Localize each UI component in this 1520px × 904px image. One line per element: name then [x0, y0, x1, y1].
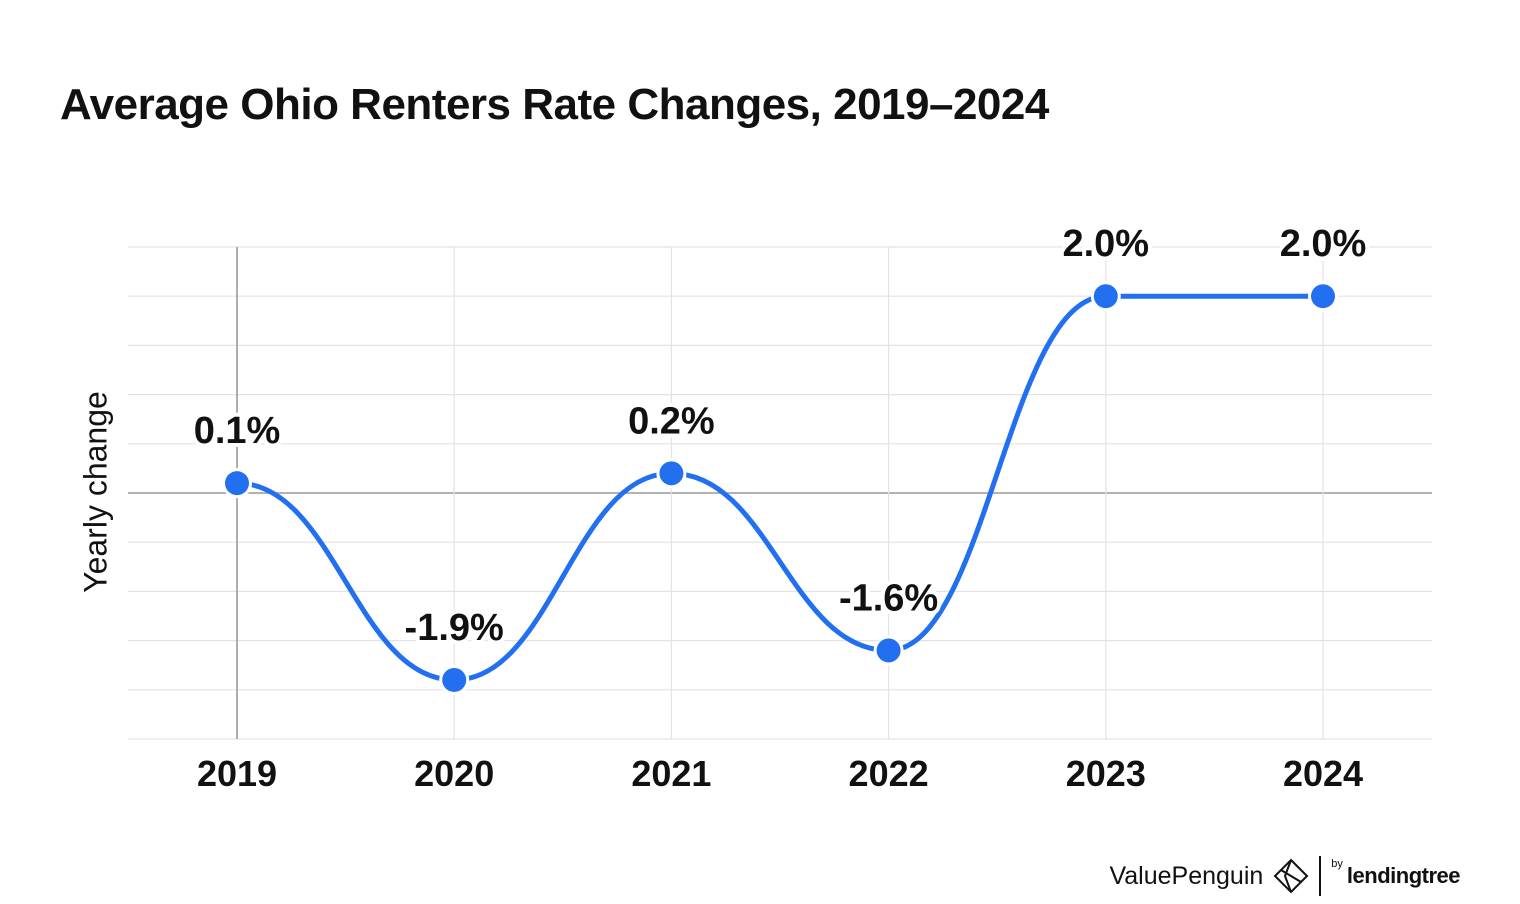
brand-name: ValuePenguin: [1109, 861, 1264, 890]
data-label: 0.1%: [194, 410, 281, 452]
x-tick-label: 2023: [1066, 753, 1146, 794]
brand-separator: [1319, 856, 1322, 896]
brand-by: by: [1331, 858, 1343, 870]
data-label: 0.2%: [628, 400, 715, 442]
brand-partner: lendingtree: [1346, 863, 1461, 888]
data-label: -1.9%: [405, 607, 504, 649]
penguin-logo-icon: [1273, 858, 1309, 894]
brand-logo: ValuePenguin by lendingtree: [1109, 856, 1461, 896]
x-tick-label: 2021: [631, 753, 711, 794]
chart-title: Average Ohio Renters Rate Changes, 2019–…: [60, 80, 1049, 129]
x-tick-label: 2020: [414, 753, 494, 794]
data-point: [1093, 284, 1118, 309]
data-point: [876, 638, 901, 663]
x-tick-label: 2019: [197, 753, 277, 794]
x-tick-label: 2022: [849, 753, 929, 794]
data-label: 2.0%: [1280, 223, 1367, 265]
data-label: -1.6%: [839, 577, 938, 619]
data-point: [442, 667, 467, 692]
series-line: [234, 293, 1326, 683]
data-label: 2.0%: [1062, 223, 1149, 265]
x-tick-label: 2024: [1283, 753, 1363, 794]
data-point: [1311, 284, 1335, 309]
data-point: [659, 461, 684, 486]
data-point: [225, 471, 249, 496]
